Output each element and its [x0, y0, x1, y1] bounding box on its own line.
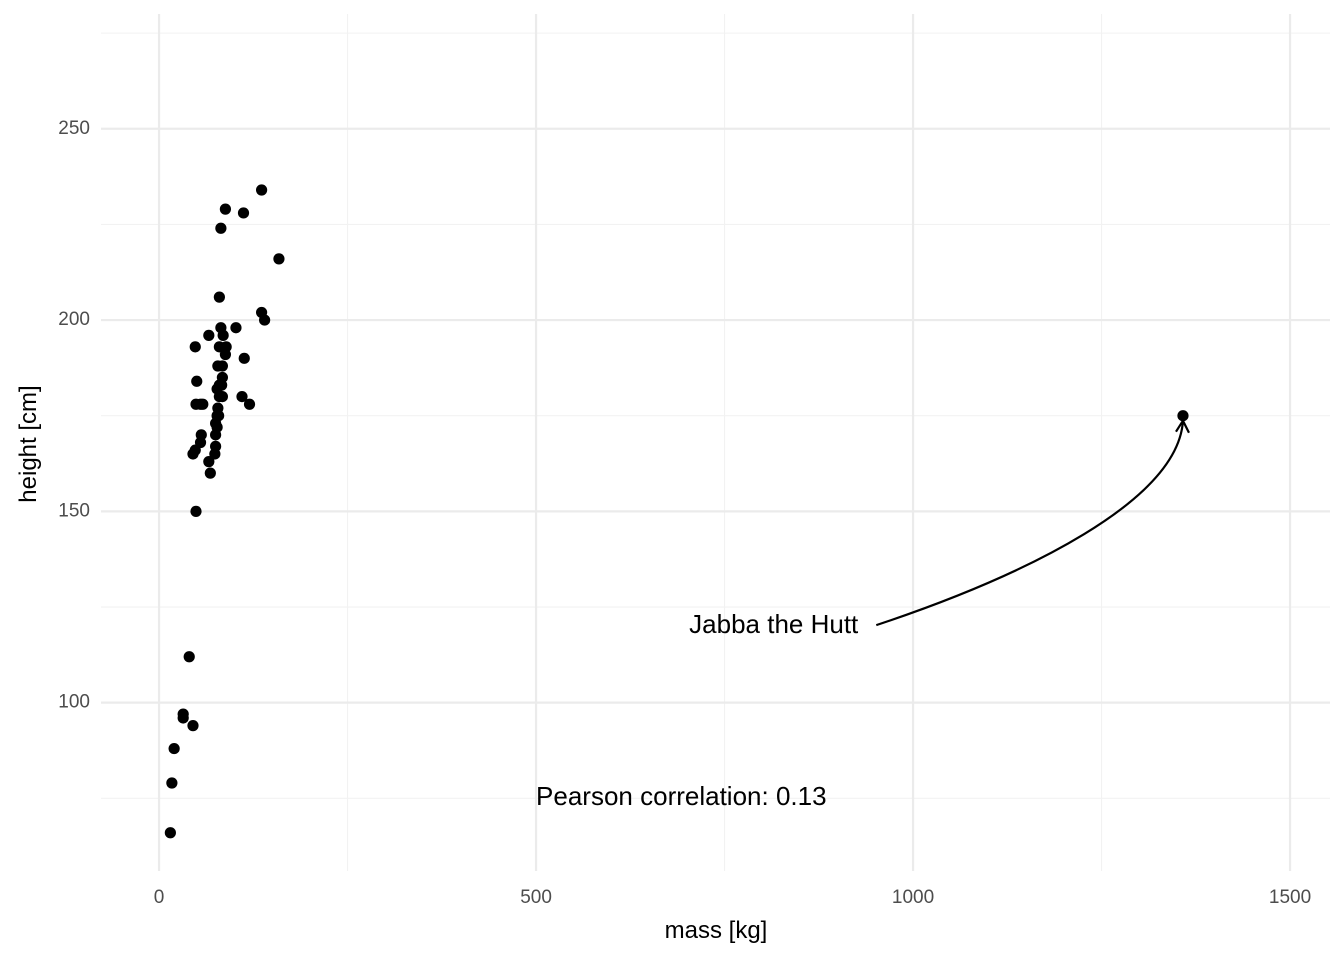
data-point [213, 291, 225, 303]
annotation-jabba-label: Jabba the Hutt [689, 609, 859, 639]
data-point [216, 360, 228, 372]
data-point [212, 402, 224, 414]
data-point [237, 207, 250, 219]
data-point [204, 467, 216, 479]
data-point [203, 456, 215, 468]
data-point [216, 371, 228, 384]
data-point [197, 398, 209, 410]
data-point [238, 352, 250, 364]
grid-lines [101, 14, 1330, 871]
y-axis-title: height [cm] [15, 385, 42, 502]
data-point [191, 375, 203, 387]
data-point [220, 341, 232, 353]
data-point [236, 390, 248, 403]
data-point [210, 440, 222, 452]
y-tick-label: 150 [58, 500, 90, 521]
data-point [215, 322, 227, 334]
y-tick-label: 100 [58, 692, 90, 713]
y-tick-label: 250 [58, 118, 90, 139]
annotation-arrow [875, 420, 1185, 627]
data-point [189, 341, 201, 353]
x-tick-label: 500 [520, 887, 552, 908]
x-tick-label: 1000 [892, 887, 934, 908]
y-tick-labels: 100 150 200 250 [58, 118, 90, 713]
data-point [190, 505, 202, 517]
data-point [187, 720, 199, 732]
data-point [243, 398, 256, 410]
data-point [166, 777, 178, 789]
data-point [195, 429, 207, 441]
data-point [177, 708, 189, 720]
x-tick-labels: 0 500 1000 1500 [154, 887, 1311, 908]
x-tick-label: 0 [154, 887, 165, 908]
data-point [164, 827, 176, 839]
data-point [183, 651, 195, 663]
data-point [168, 742, 180, 755]
x-axis-title: mass [kg] [665, 917, 768, 944]
data-point [273, 253, 285, 265]
data-point [230, 322, 242, 334]
annotation-arrowhead [1175, 418, 1190, 434]
x-tick-label: 1500 [1269, 887, 1311, 908]
annotations: Jabba the Hutt Pearson correlation: 0.13 [536, 418, 1190, 811]
y-tick-label: 200 [58, 309, 90, 330]
annotation-pearson-correlation: Pearson correlation: 0.13 [536, 781, 827, 811]
data-point [203, 329, 215, 341]
data-point [219, 203, 232, 215]
data-point [1177, 410, 1189, 422]
data-point [215, 222, 227, 234]
data-points [164, 184, 1189, 839]
data-point [255, 184, 268, 196]
data-point [259, 314, 271, 326]
